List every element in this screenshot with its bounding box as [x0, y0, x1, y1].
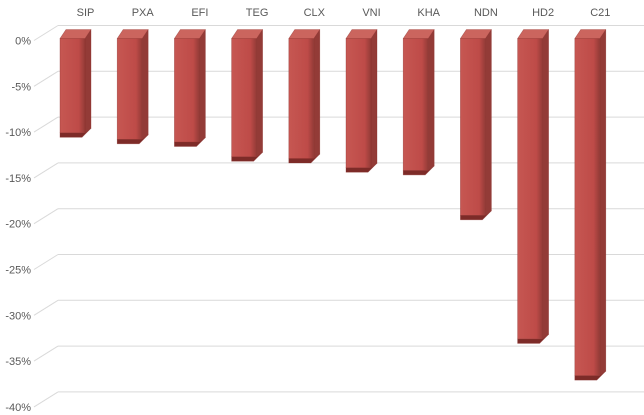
gridline-perspective-connector	[33, 299, 59, 316]
gridline-perspective-connector	[33, 116, 59, 133]
category-label: PXA	[132, 7, 155, 19]
y-axis-tick-label: -35%	[5, 356, 31, 368]
bar-side-face	[256, 29, 263, 157]
bar	[288, 38, 315, 159]
bar-top-face	[231, 29, 263, 39]
bar	[174, 38, 200, 143]
category-label: CLX	[304, 7, 326, 19]
gridline-perspective-connector	[33, 391, 59, 408]
bar-side-face	[370, 29, 378, 168]
gridline-perspective-connector	[33, 162, 59, 179]
y-axis-tick-label: 0%	[15, 36, 31, 48]
category-label: KHA	[417, 7, 440, 19]
bar-top-face	[345, 29, 378, 39]
y-axis-tick-label: -20%	[5, 219, 31, 231]
bar-side-face	[427, 29, 435, 171]
bar-top-face	[288, 29, 321, 39]
category-label: EFI	[191, 7, 208, 19]
bar	[345, 38, 372, 168]
bar-top-face	[116, 29, 149, 39]
bar-top-face	[460, 29, 492, 39]
bar-side-face	[599, 29, 607, 376]
bar	[574, 38, 601, 376]
gridline-perspective-connector	[33, 254, 59, 270]
bar	[460, 38, 486, 216]
bar-side-face	[485, 29, 492, 216]
bar-side-face	[542, 29, 549, 340]
gridline-perspective-connector	[33, 345, 59, 362]
y-axis-tick-label: -30%	[5, 310, 31, 322]
y-axis-tick-label: -5%	[11, 81, 31, 93]
y-axis-tick-label: -15%	[5, 173, 31, 185]
gridline-perspective-connector	[33, 70, 59, 87]
bar	[517, 38, 543, 340]
category-label: HD2	[532, 7, 554, 19]
bar-top-face	[174, 29, 206, 39]
y-axis-tick-label: -40%	[5, 402, 31, 414]
bar	[402, 38, 429, 171]
bar	[231, 38, 257, 157]
bar-top-face	[59, 29, 92, 39]
category-label: NDN	[474, 7, 498, 19]
bar-side-face	[84, 29, 92, 134]
category-label: SIP	[77, 7, 95, 19]
bar-side-face	[313, 29, 321, 159]
y-axis-tick-label: -25%	[5, 265, 31, 277]
bar-side-face	[141, 29, 149, 140]
bar-top-face	[517, 29, 549, 39]
category-label: VNI	[362, 7, 380, 19]
gridline-perspective-connector	[33, 208, 59, 225]
category-label: C21	[590, 7, 610, 19]
gridline-perspective-connector	[33, 25, 59, 41]
bar	[116, 38, 143, 140]
bar-top-face	[574, 29, 607, 39]
bar	[59, 38, 86, 134]
bar-side-face	[199, 29, 206, 143]
y-axis-tick-label: -10%	[5, 127, 31, 139]
bar-top-face	[402, 29, 435, 39]
category-label: TEG	[246, 7, 269, 19]
